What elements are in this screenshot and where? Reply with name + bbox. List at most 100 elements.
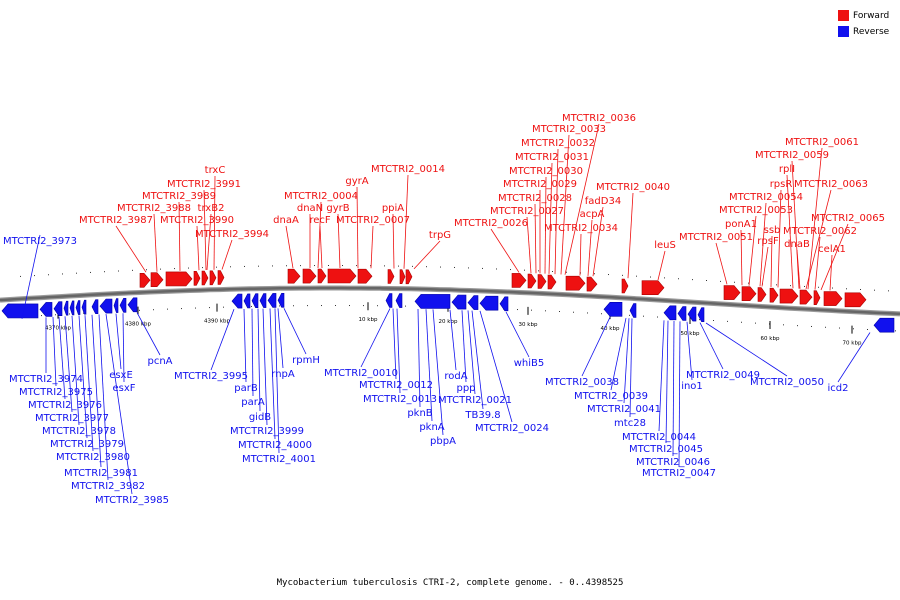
leader-line [770,235,773,288]
leader-line [115,313,122,370]
tick-dot [20,275,21,277]
tick-dot [804,285,805,287]
tick-dot [202,267,203,269]
reverse-gene-label: MTCTRI2_3976 [28,400,102,411]
tick-label: 4380 kbp [125,322,151,328]
tick-label: 50 kbp [681,331,700,337]
reverse-feature [467,295,479,310]
leader-line [178,201,181,271]
tick-dot [174,268,175,270]
tick-dot [48,274,49,276]
reverse-gene-label: icd2 [828,383,849,394]
forward-gene-label: MTCTRI2_0029 [503,179,577,190]
leader-line [672,320,675,457]
tick-dot [559,311,560,313]
leader-line [761,246,769,287]
leader-line [657,250,666,281]
tick-dot [62,273,63,275]
forward-feature [327,268,357,284]
legend-forward-label: Forward [853,10,890,21]
leader-line [534,203,537,274]
leader-line [759,202,767,287]
tick-dot [412,265,413,267]
tick-dot [286,265,287,267]
leader-line [243,308,247,383]
tick-dot [797,325,798,327]
reverse-feature [53,301,63,317]
leader-line [115,225,147,273]
leader-line [490,228,520,273]
tick-label: 60 kbp [761,336,780,342]
leader-line [392,213,395,269]
leader-line [262,308,268,426]
tick-dot [720,280,721,282]
forward-gene-label: MTCTRI2_0032 [521,138,595,149]
tick-dot [377,305,378,307]
tick-dot [356,265,357,267]
tick-dot [167,308,168,310]
tick-dot [657,316,658,318]
reverse-feature [687,306,697,322]
reverse-feature [127,297,138,313]
leader-line [78,315,88,439]
reverse-gene-label: MTCTRI2_0013 [363,394,437,405]
leader-line [820,223,849,291]
reverse-feature [479,295,499,311]
tick-dot [566,271,567,273]
forward-gene-label: MTCTRI2_3991 [167,179,241,190]
tick-label: 4390 kbp [204,319,230,325]
tick-dot [328,265,329,267]
map-caption: Mycobacterium tuberculosis CTRI-2, compl… [276,578,624,588]
reverse-feature [277,292,285,308]
reverse-feature [451,294,467,310]
forward-feature [193,270,201,286]
reverse-gene-label: mtc28 [614,418,646,429]
reverse-gene-label: gidB [249,412,271,423]
tick-dot [160,268,161,270]
tick-dot [818,286,819,288]
reverse-feature [259,293,267,308]
tick-dot [510,269,511,271]
forward-feature [741,286,757,302]
tick-dot [251,305,252,307]
leader-line [678,321,681,468]
legend-reverse: Reverse [838,26,889,37]
tick-dot [230,266,231,268]
forward-gene-label: MTCTRI2_3987 [79,215,153,226]
forward-gene-label: trpG [429,230,451,241]
reverse-feature [243,293,251,309]
tick-dot [783,324,784,326]
legend-reverse-swatch [838,26,849,37]
tick-dot [216,266,217,268]
forward-gene-label: MTCTRI2_0031 [515,152,589,163]
tick-dot [300,265,301,267]
leader-line [58,316,66,400]
forward-gene-label: MTCTRI2_3989 [142,191,216,202]
leader-line [610,317,627,391]
reverse-gene-label: MTCTRI2_3973 [3,236,77,247]
reverse-gene-label: MTCTRI2_4000 [238,440,312,451]
reverse-feature [414,294,451,309]
tick-dot [601,313,602,315]
forward-feature [287,268,301,284]
reverse-gene-label: MTCTRI2_3978 [42,426,116,437]
tick-dot [888,290,889,292]
reverse-gene-label: TB39.8 [464,410,500,421]
leader-line [257,308,261,412]
leader-line [392,308,397,380]
forward-gene-label: rpsR [770,179,793,190]
leader-line [699,322,724,370]
tick-dot [41,315,42,317]
tick-dot [811,325,812,327]
reverse-feature [873,317,895,333]
tick-dot [713,320,714,321]
leader-line [413,240,441,270]
forward-gene-label: MTCTRI2_0059 [755,150,829,161]
leader-line [554,148,559,275]
tick-dot [258,265,259,267]
tick-dot [244,265,245,267]
reverse-feature [603,301,623,317]
leader-line [370,225,374,269]
leader-line [786,174,794,289]
